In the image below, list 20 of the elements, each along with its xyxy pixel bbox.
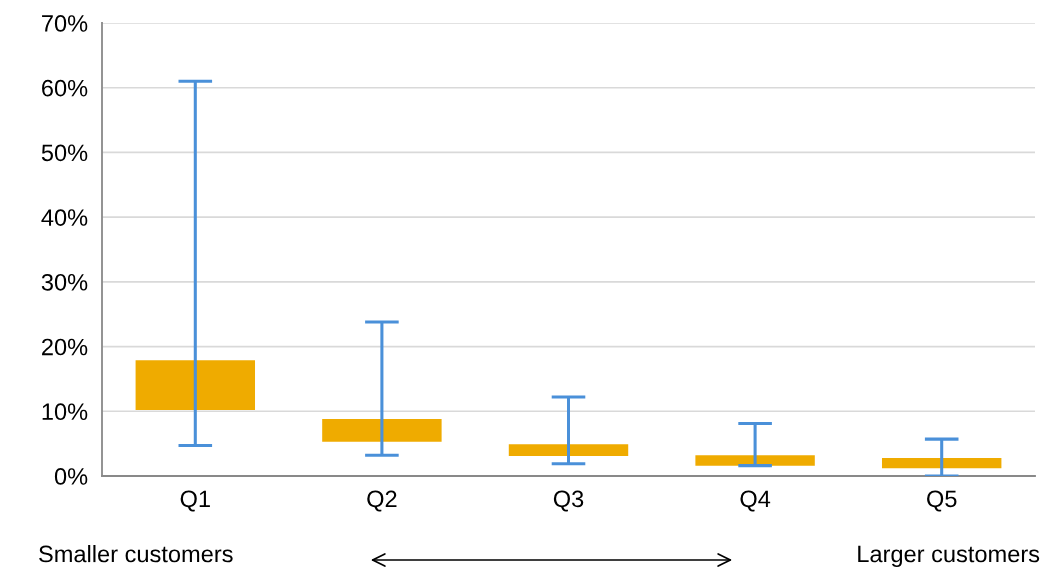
text: Larger customers — [858, 545, 1040, 568]
y-tick-label: 20% — [42, 338, 88, 356]
y-tick-label: 30% — [41, 273, 88, 291]
bar — [322, 419, 442, 442]
x-tick-label: Q5 — [927, 490, 957, 512]
x-tick-label: Q2 — [367, 490, 397, 512]
y-tick-label: 10% — [42, 403, 88, 421]
x-tick-label: Q1 — [180, 490, 210, 512]
text: Smaller customers — [39, 544, 233, 563]
y-tick-label: 0% — [54, 468, 88, 485]
bar — [695, 455, 815, 466]
x-tick-label: Q4 — [740, 490, 771, 512]
y-tick-label: 50% — [41, 144, 88, 162]
bar — [508, 444, 629, 456]
bar — [135, 360, 256, 410]
bar — [881, 457, 1002, 469]
y-tick-label: 40% — [41, 209, 88, 226]
y-tick-label: 70% — [42, 15, 88, 32]
x-tick-label: Q3 — [553, 490, 584, 512]
y-tick-label: 60% — [42, 79, 88, 97]
